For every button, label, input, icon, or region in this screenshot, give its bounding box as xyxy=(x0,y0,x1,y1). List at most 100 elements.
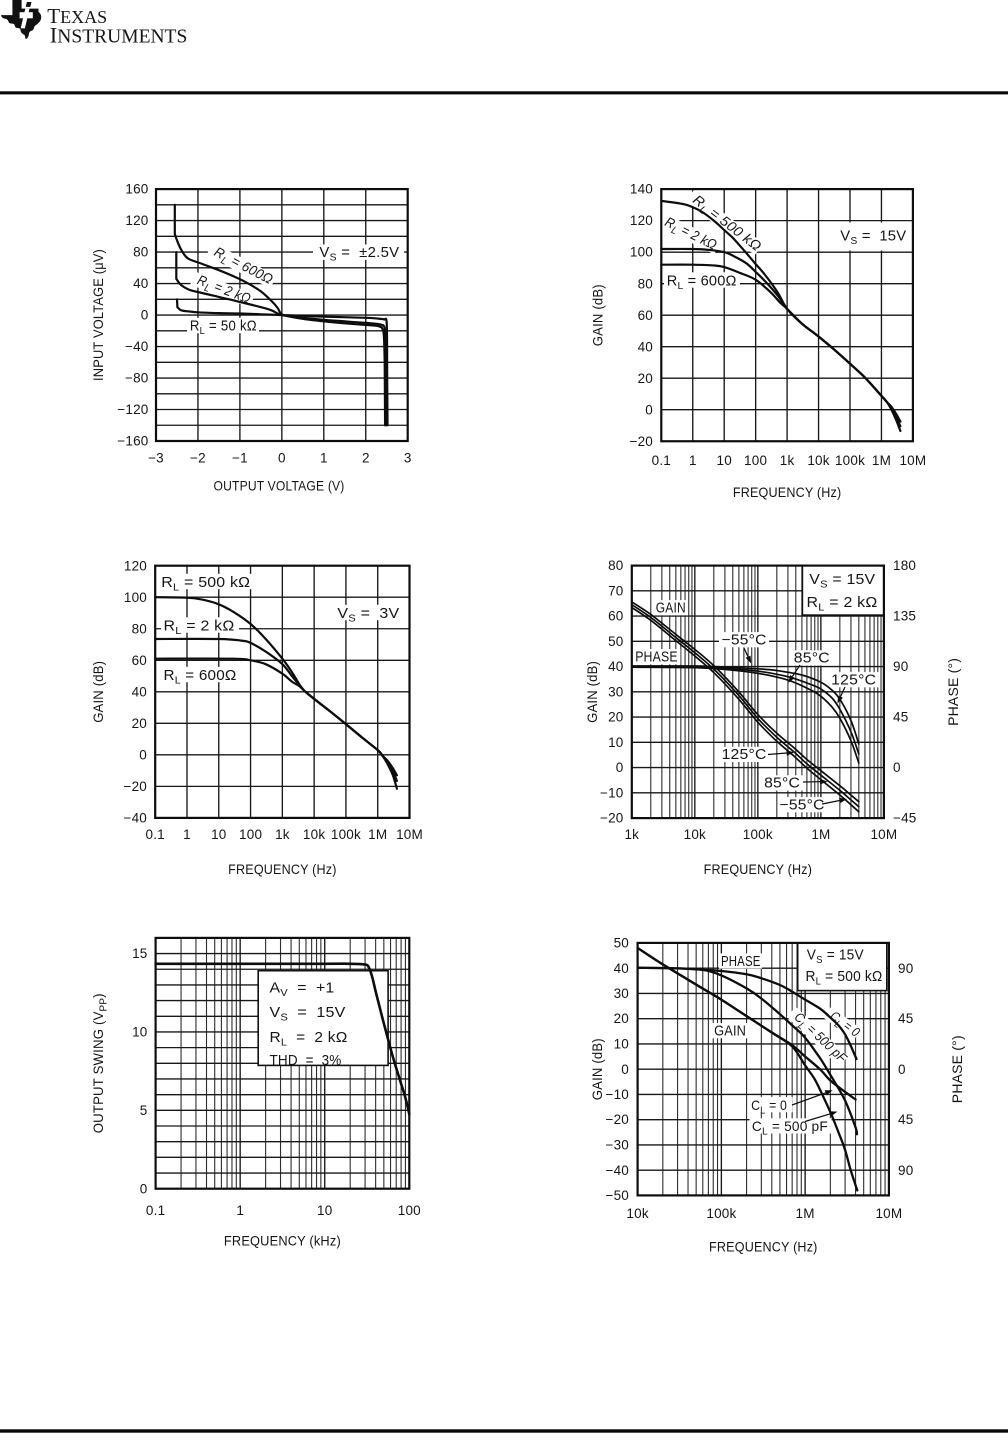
svg-text:100k: 100k xyxy=(706,1206,736,1221)
svg-text:INSTRUMENTS: INSTRUMENTS xyxy=(50,23,188,48)
svg-text:RL = 500 kΩ: RL = 500 kΩ xyxy=(161,574,250,594)
svg-text:10k: 10k xyxy=(684,827,706,842)
svg-text:PHASE: PHASE xyxy=(635,649,678,665)
svg-text:45: 45 xyxy=(898,1112,913,1127)
svg-text:45: 45 xyxy=(893,710,908,725)
svg-text:RL = 600Ω: RL = 600Ω xyxy=(667,273,737,293)
svg-text:1M: 1M xyxy=(872,453,891,468)
svg-text:−10: −10 xyxy=(606,1087,630,1102)
svg-text:40: 40 xyxy=(638,339,653,354)
svg-text:FREQUENCY (Hz): FREQUENCY (Hz) xyxy=(709,1239,818,1255)
svg-text:−20: −20 xyxy=(630,434,654,449)
svg-text:0: 0 xyxy=(621,1062,629,1077)
svg-text:−40: −40 xyxy=(606,1163,630,1178)
svg-text:−55°C: −55°C xyxy=(780,797,825,813)
svg-text:10: 10 xyxy=(608,735,623,750)
svg-text:−40: −40 xyxy=(125,339,149,354)
svg-text:20: 20 xyxy=(132,716,147,731)
svg-text:30: 30 xyxy=(614,986,629,1001)
svg-text:100: 100 xyxy=(124,590,147,605)
svg-text:RL = 2 kΩ: RL = 2 kΩ xyxy=(270,1029,348,1049)
svg-text:GAIN (dB): GAIN (dB) xyxy=(584,661,600,723)
svg-text:10: 10 xyxy=(716,453,731,468)
svg-text:FREQUENCY (Hz): FREQUENCY (Hz) xyxy=(704,861,813,877)
svg-text:70: 70 xyxy=(608,584,623,599)
svg-text:0: 0 xyxy=(278,451,286,466)
svg-text:1k: 1k xyxy=(624,827,639,842)
svg-text:120: 120 xyxy=(630,213,653,228)
svg-text:40: 40 xyxy=(133,276,148,291)
svg-text:−1: −1 xyxy=(232,451,248,466)
svg-text:60: 60 xyxy=(638,308,653,323)
svg-text:2: 2 xyxy=(362,451,370,466)
svg-text:10: 10 xyxy=(132,1025,147,1040)
svg-text:−50: −50 xyxy=(606,1188,630,1203)
svg-text:50: 50 xyxy=(614,936,629,951)
svg-text:1: 1 xyxy=(183,827,191,842)
svg-text:0: 0 xyxy=(616,760,624,775)
svg-text:160: 160 xyxy=(125,182,148,197)
svg-text:100: 100 xyxy=(630,245,653,260)
svg-text:−80: −80 xyxy=(125,371,149,386)
svg-text:−120: −120 xyxy=(117,402,148,417)
svg-text:−10: −10 xyxy=(600,786,624,801)
svg-text:90: 90 xyxy=(898,961,913,976)
svg-text:RL = 2 kΩ: RL = 2 kΩ xyxy=(164,617,235,637)
svg-text:−20: −20 xyxy=(606,1112,630,1127)
svg-text:30: 30 xyxy=(608,685,623,700)
svg-text:AV = +1: AV = +1 xyxy=(270,980,335,1000)
svg-text:60: 60 xyxy=(608,609,623,624)
svg-text:GAIN (dB): GAIN (dB) xyxy=(589,1038,605,1100)
svg-text:1k: 1k xyxy=(275,827,290,842)
svg-text:GAIN (dB): GAIN (dB) xyxy=(590,284,606,346)
svg-text:140: 140 xyxy=(630,182,653,197)
svg-text:VS = 15V: VS = 15V xyxy=(270,1004,346,1024)
svg-text:−30: −30 xyxy=(606,1138,630,1153)
svg-text:10k: 10k xyxy=(807,453,829,468)
svg-text:−160: −160 xyxy=(117,434,148,449)
svg-text:5: 5 xyxy=(140,1103,148,1118)
svg-text:90: 90 xyxy=(893,659,908,674)
svg-text:1M: 1M xyxy=(796,1206,815,1221)
svg-text:20: 20 xyxy=(638,371,653,386)
svg-text:TEXAS: TEXAS xyxy=(47,4,107,28)
svg-text:85°C: 85°C xyxy=(794,651,830,667)
svg-text:85°C: 85°C xyxy=(764,776,800,792)
svg-text:0.1: 0.1 xyxy=(652,453,671,468)
svg-text:INPUT VOLTAGE (μV): INPUT VOLTAGE (μV) xyxy=(90,249,106,381)
svg-text:FREQUENCY (kHz): FREQUENCY (kHz) xyxy=(224,1233,341,1249)
svg-text:120: 120 xyxy=(124,558,147,573)
svg-text:THD = 3%: THD = 3% xyxy=(270,1052,342,1069)
svg-text:VS = 15V: VS = 15V xyxy=(840,228,906,248)
svg-text:−55°C: −55°C xyxy=(722,633,767,649)
svg-text:VS = 15V: VS = 15V xyxy=(807,947,864,967)
svg-text:VS = 15V: VS = 15V xyxy=(809,571,875,591)
svg-text:0.1: 0.1 xyxy=(146,1203,165,1218)
svg-text:125°C: 125°C xyxy=(722,747,767,763)
svg-text:0: 0 xyxy=(139,748,147,763)
svg-text:1M: 1M xyxy=(811,827,830,842)
svg-text:0: 0 xyxy=(141,308,149,323)
svg-text:1M: 1M xyxy=(368,827,387,842)
svg-text:−3: −3 xyxy=(148,451,164,466)
svg-text:10k: 10k xyxy=(626,1206,648,1221)
svg-text:0: 0 xyxy=(898,1062,906,1077)
svg-text:100: 100 xyxy=(239,827,262,842)
svg-text:−40: −40 xyxy=(124,811,148,826)
svg-text:100: 100 xyxy=(744,453,767,468)
svg-text:−2: −2 xyxy=(190,451,206,466)
svg-text:40: 40 xyxy=(608,659,623,674)
svg-text:FREQUENCY (Hz): FREQUENCY (Hz) xyxy=(733,484,842,500)
svg-text:100k: 100k xyxy=(743,827,773,842)
svg-text:0: 0 xyxy=(645,402,653,417)
svg-text:−20: −20 xyxy=(124,779,148,794)
svg-text:1: 1 xyxy=(320,451,328,466)
svg-text:80: 80 xyxy=(133,245,148,260)
svg-text:120: 120 xyxy=(125,213,148,228)
svg-text:10M: 10M xyxy=(396,827,423,842)
svg-text:10M: 10M xyxy=(875,1206,902,1221)
svg-text:3: 3 xyxy=(404,451,412,466)
svg-text:VS = 3V: VS = 3V xyxy=(337,605,399,625)
svg-text:GAIN (dB): GAIN (dB) xyxy=(90,661,106,723)
svg-text:50: 50 xyxy=(608,634,623,649)
